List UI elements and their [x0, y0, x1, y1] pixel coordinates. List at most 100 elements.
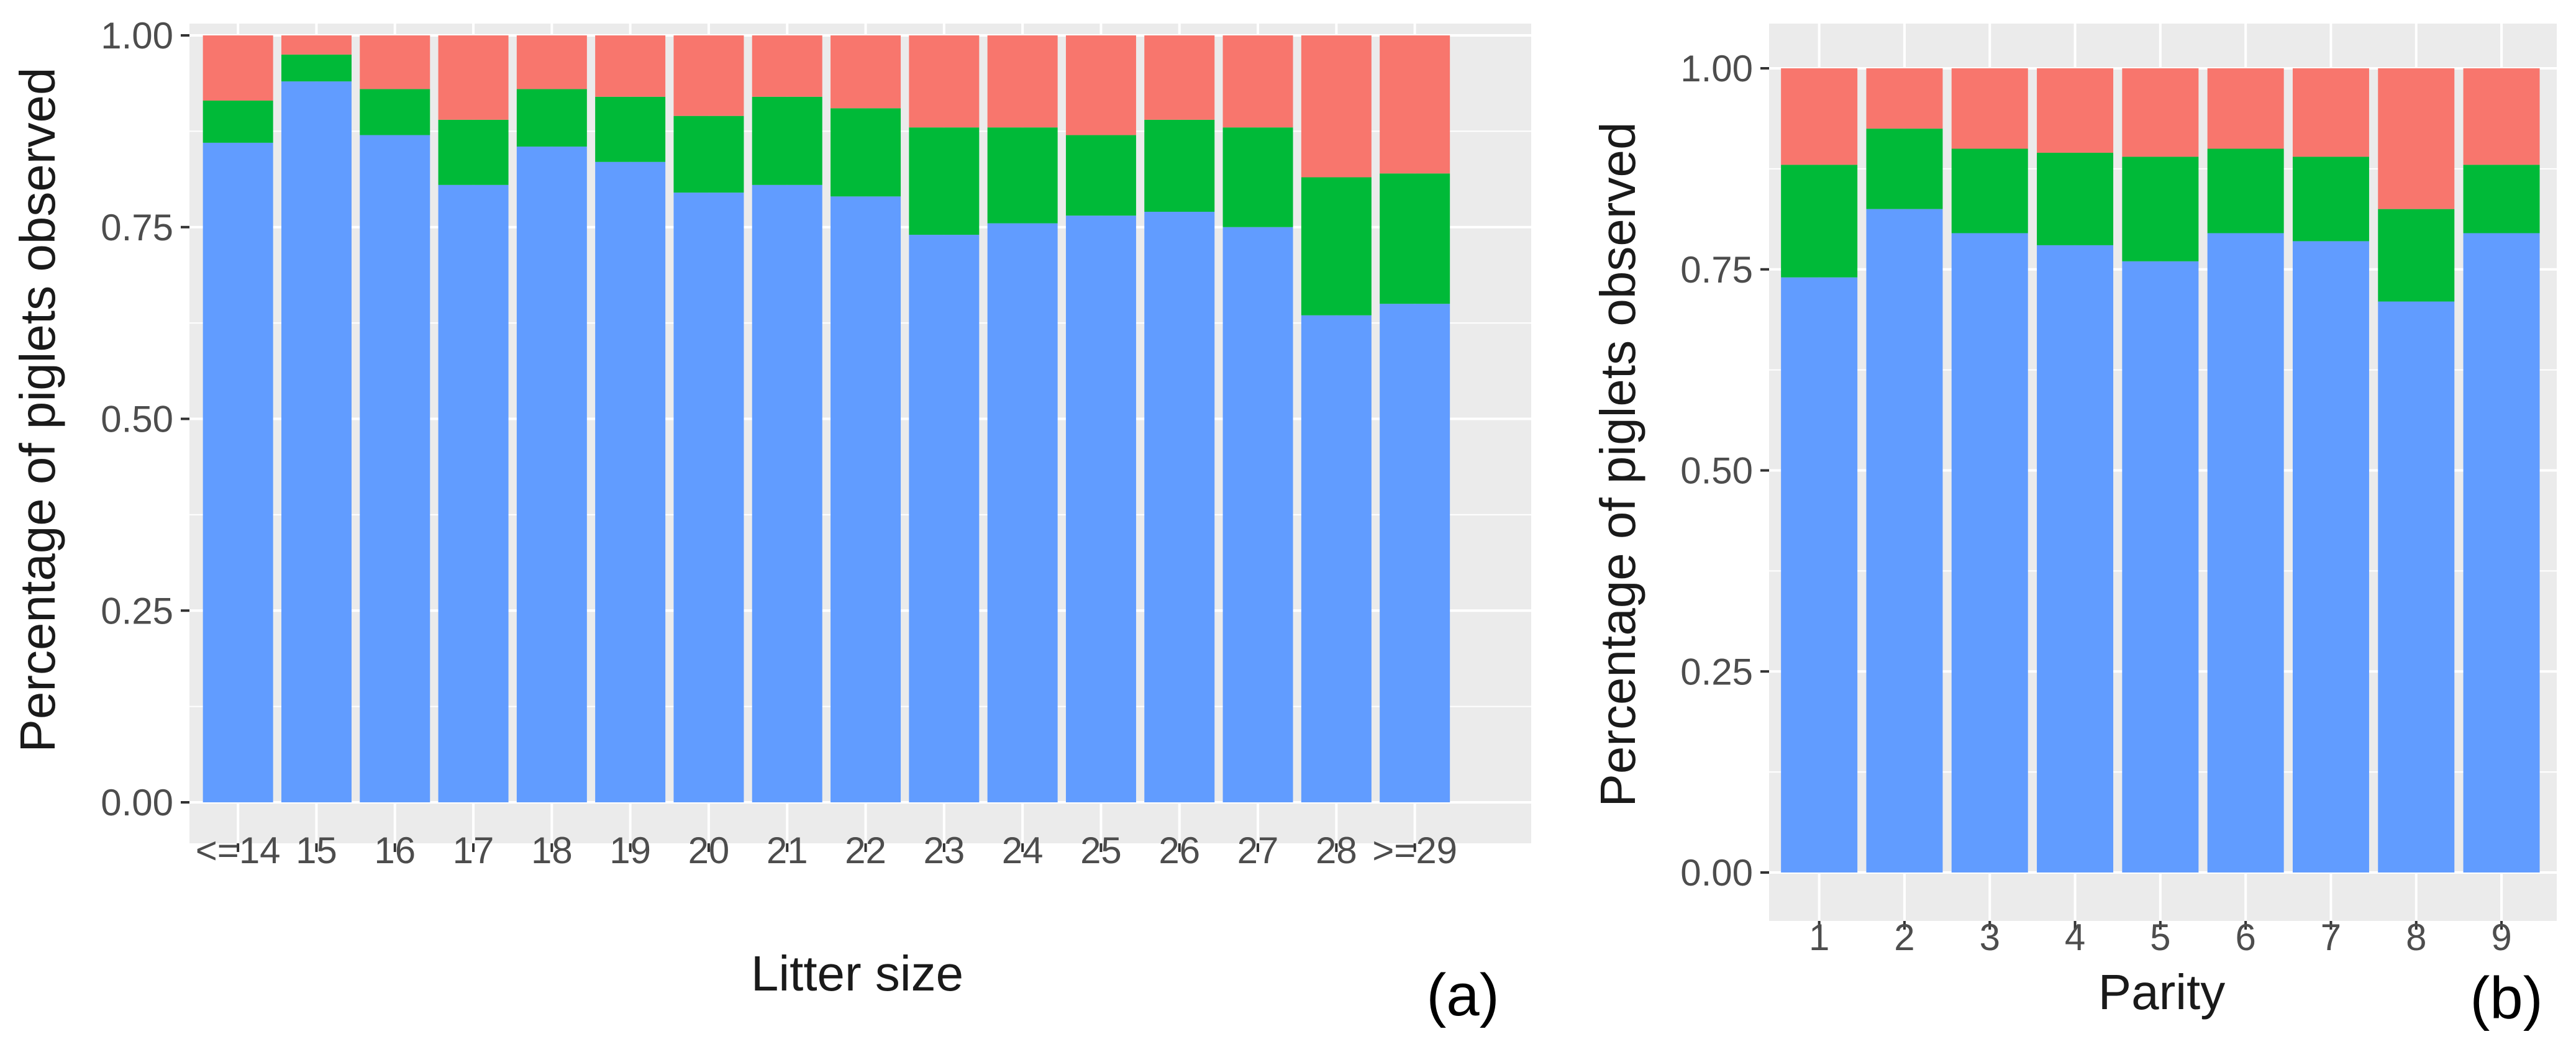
- bar-segment-top-28: [1301, 35, 1372, 178]
- x-tick-label: 7: [2321, 917, 2341, 958]
- bar-segment-top-15: [281, 35, 352, 55]
- bar-segment-bottom-22: [831, 196, 901, 803]
- bar-segment-top-2: [1866, 68, 1943, 129]
- x-tick-label: 20: [688, 830, 730, 871]
- bar-segment-bottom-6: [2207, 233, 2284, 873]
- bar-segment-bottom-17: [438, 184, 509, 802]
- x-tick-label: 24: [1002, 830, 1044, 871]
- y-tick-label: 0.00: [101, 782, 173, 823]
- bar-segment-bottom-24: [987, 223, 1058, 802]
- y-tick-label: 0.75: [1680, 249, 1753, 291]
- bar-segment-top->=29: [1380, 35, 1450, 174]
- bar-segment-bottom-15: [281, 81, 352, 803]
- x-tick-label: 4: [2065, 917, 2085, 958]
- bar-segment-top-5: [2122, 68, 2199, 157]
- bar-segment-top-1: [1781, 68, 1858, 165]
- bar-segment-middle-<=14: [203, 100, 273, 143]
- bar-segment-bottom-28: [1301, 315, 1372, 802]
- bar-segment-middle-7: [2292, 156, 2369, 242]
- y-tick-label: 0.25: [1680, 651, 1753, 692]
- x-tick-label: >=29: [1372, 830, 1457, 871]
- bar-segment-bottom-<=14: [203, 142, 273, 802]
- bars-a: [203, 35, 1450, 803]
- bar-segment-middle-1: [1781, 165, 1858, 278]
- y-tick-label: 0.50: [1680, 450, 1753, 492]
- bars-b: [1781, 68, 2540, 873]
- x-tick-label: 8: [2406, 917, 2426, 958]
- x-axis-title-b: Parity: [2098, 964, 2226, 1020]
- bar-segment-top-24: [987, 35, 1058, 128]
- bar-segment-bottom-27: [1222, 227, 1293, 802]
- bar-segment-middle-4: [2037, 152, 2114, 245]
- bar-segment-top-16: [360, 35, 430, 89]
- bar-segment-top-17: [438, 35, 509, 120]
- bar-segment-bottom-21: [752, 184, 822, 802]
- bar-segment-middle-26: [1144, 119, 1215, 212]
- x-tick-label: 9: [2491, 917, 2511, 958]
- x-tick-label: 18: [531, 830, 573, 871]
- bar-segment-bottom-16: [360, 135, 430, 802]
- x-tick-label: 1: [1809, 917, 1829, 958]
- bar-segment-top-6: [2207, 68, 2284, 149]
- bar-segment-bottom-19: [595, 161, 666, 802]
- x-tick-label: 2: [1894, 917, 1914, 958]
- bar-segment-bottom-1: [1781, 277, 1858, 873]
- bar-segment-middle-25: [1065, 135, 1136, 216]
- panel-label-a: (a): [1426, 962, 1499, 1028]
- y-tick-label: 0.25: [101, 590, 173, 632]
- bar-segment-top-27: [1222, 35, 1293, 128]
- bar-segment-middle-15: [281, 54, 352, 82]
- panel-label-b: (b): [2470, 965, 2542, 1031]
- y-axis-title-b: Percentage of piglets observed: [1590, 122, 1645, 807]
- x-tick-label: 19: [609, 830, 651, 871]
- bar-segment-bottom-25: [1065, 215, 1136, 803]
- bar-segment-bottom-7: [2292, 241, 2369, 873]
- x-tick-label: 22: [845, 830, 886, 871]
- y-axis-title-a: Percentage of piglets observed: [10, 68, 65, 753]
- x-tick-label: 28: [1316, 830, 1357, 871]
- bar-segment-top-3: [1951, 68, 2028, 149]
- y-axis-ticks-b: 0.00 0.25 0.50 0.75 1.00: [1680, 48, 1769, 894]
- bar-segment-top-22: [831, 35, 901, 109]
- bar-segment-middle-2: [1866, 129, 1943, 209]
- x-tick-label: 21: [767, 830, 808, 871]
- bar-segment-middle-21: [752, 96, 822, 185]
- bar-segment-bottom-9: [2463, 233, 2540, 873]
- bar-segment-middle->=29: [1380, 173, 1450, 304]
- y-tick-label: 0.75: [101, 207, 173, 248]
- x-tick-label: 6: [2235, 917, 2255, 958]
- y-tick-label: 1.00: [1680, 48, 1753, 89]
- y-tick-label: 0.00: [1680, 852, 1753, 894]
- bar-segment-top-19: [595, 35, 666, 97]
- bar-segment-top-<=14: [203, 35, 273, 101]
- chart-panel-a: 0.00 0.25 0.50 0.75 1.00 <=14 15 16 17 18 19 20 21 2…: [10, 15, 1531, 1028]
- bar-segment-middle-17: [438, 119, 509, 185]
- y-tick-label: 0.50: [101, 399, 173, 440]
- bar-segment-middle-24: [987, 127, 1058, 224]
- bar-segment-top-18: [516, 35, 587, 89]
- bar-segment-middle-18: [516, 89, 587, 147]
- bar-segment-top-25: [1065, 35, 1136, 135]
- x-tick-label: 27: [1237, 830, 1279, 871]
- bar-segment-top-20: [673, 35, 744, 116]
- bar-segment-middle-28: [1301, 177, 1372, 315]
- bar-segment-bottom-3: [1951, 233, 2028, 873]
- bar-segment-bottom->=29: [1380, 304, 1450, 802]
- x-tick-label: 3: [1980, 917, 2000, 958]
- y-axis-ticks-a: 0.00 0.25 0.50 0.75 1.00: [101, 15, 189, 823]
- x-tick-label: 25: [1080, 830, 1122, 871]
- bar-segment-middle-8: [2378, 209, 2455, 302]
- bar-segment-bottom-8: [2378, 301, 2455, 873]
- x-axis-ticks-b: 1 2 3 4 5 6 7 8 9: [1809, 917, 2512, 958]
- bar-segment-top-4: [2037, 68, 2114, 153]
- bar-segment-middle-27: [1222, 127, 1293, 227]
- x-axis-title-a: Litter size: [751, 946, 963, 1001]
- bar-segment-top-9: [2463, 68, 2540, 165]
- bar-segment-bottom-4: [2037, 245, 2114, 873]
- bar-segment-middle-6: [2207, 148, 2284, 233]
- bar-segment-middle-22: [831, 108, 901, 197]
- bar-segment-top-21: [752, 35, 822, 97]
- bar-segment-bottom-26: [1144, 212, 1215, 802]
- bar-segment-bottom-5: [2122, 261, 2199, 873]
